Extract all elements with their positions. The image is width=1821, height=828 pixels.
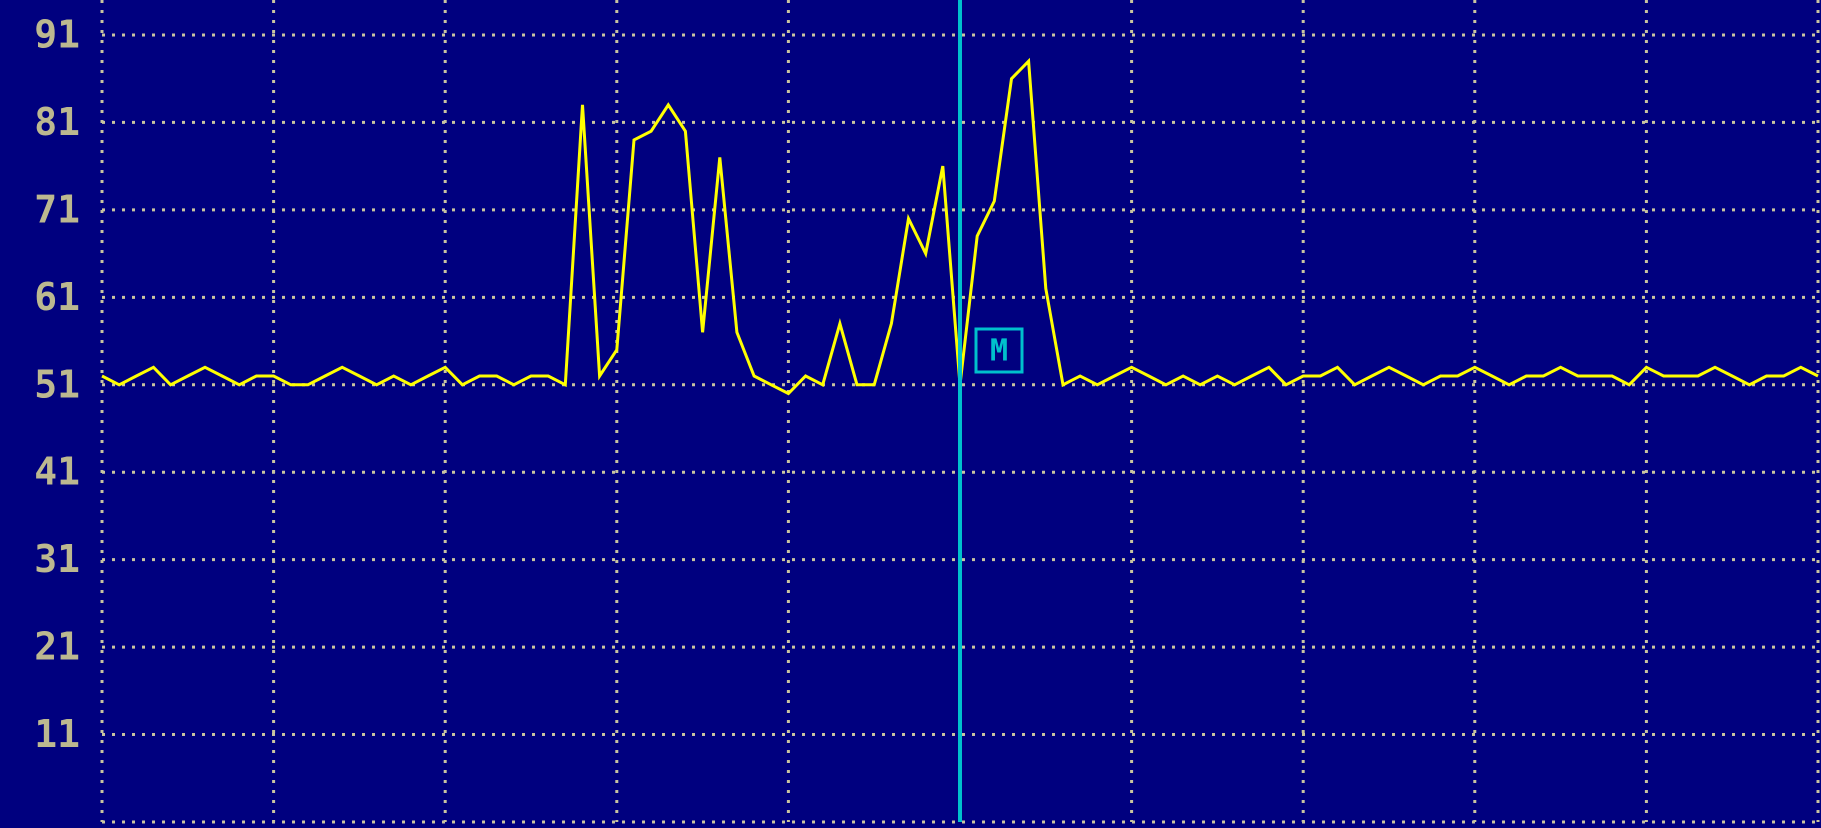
marker-label: M: [990, 334, 1008, 369]
y-tick-label: 61: [34, 275, 80, 319]
y-tick-label: 81: [34, 100, 80, 144]
y-tick-label: 41: [34, 450, 80, 494]
y-tick-label: 11: [34, 712, 80, 756]
y-tick-label: 51: [34, 362, 80, 406]
marker-box: [974, 327, 1024, 374]
y-tick-label: 31: [34, 537, 80, 581]
y-tick-label: 21: [34, 625, 80, 669]
y-tick-label: 91: [34, 12, 80, 56]
y-tick-label: 71: [34, 187, 80, 231]
